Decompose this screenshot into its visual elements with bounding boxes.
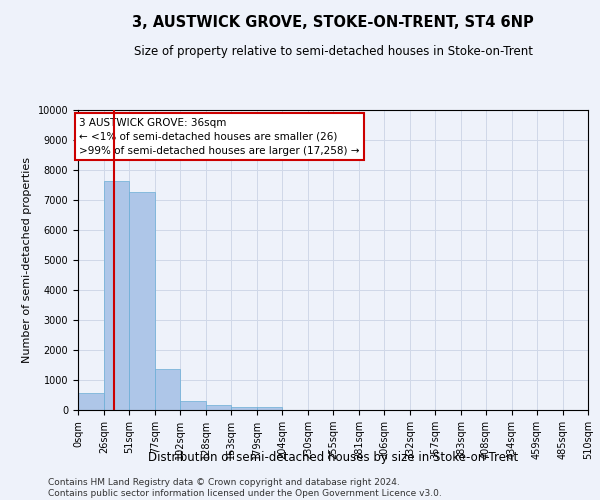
Bar <box>206 405 231 410</box>
Bar <box>104 181 129 410</box>
Text: 3, AUSTWICK GROVE, STOKE-ON-TRENT, ST4 6NP: 3, AUSTWICK GROVE, STOKE-ON-TRENT, ST4 6… <box>132 15 534 30</box>
Text: Distribution of semi-detached houses by size in Stoke-on-Trent: Distribution of semi-detached houses by … <box>148 451 518 464</box>
Text: Size of property relative to semi-detached houses in Stoke-on-Trent: Size of property relative to semi-detach… <box>134 45 533 58</box>
Bar <box>231 406 257 410</box>
Bar <box>155 369 180 410</box>
Bar <box>129 192 155 410</box>
Bar <box>78 393 104 410</box>
Text: 3 AUSTWICK GROVE: 36sqm
← <1% of semi-detached houses are smaller (26)
>99% of s: 3 AUSTWICK GROVE: 36sqm ← <1% of semi-de… <box>79 118 359 156</box>
Bar <box>257 408 282 410</box>
Bar <box>180 400 206 410</box>
Y-axis label: Number of semi-detached properties: Number of semi-detached properties <box>22 157 32 363</box>
Text: Contains HM Land Registry data © Crown copyright and database right 2024.
Contai: Contains HM Land Registry data © Crown c… <box>48 478 442 498</box>
